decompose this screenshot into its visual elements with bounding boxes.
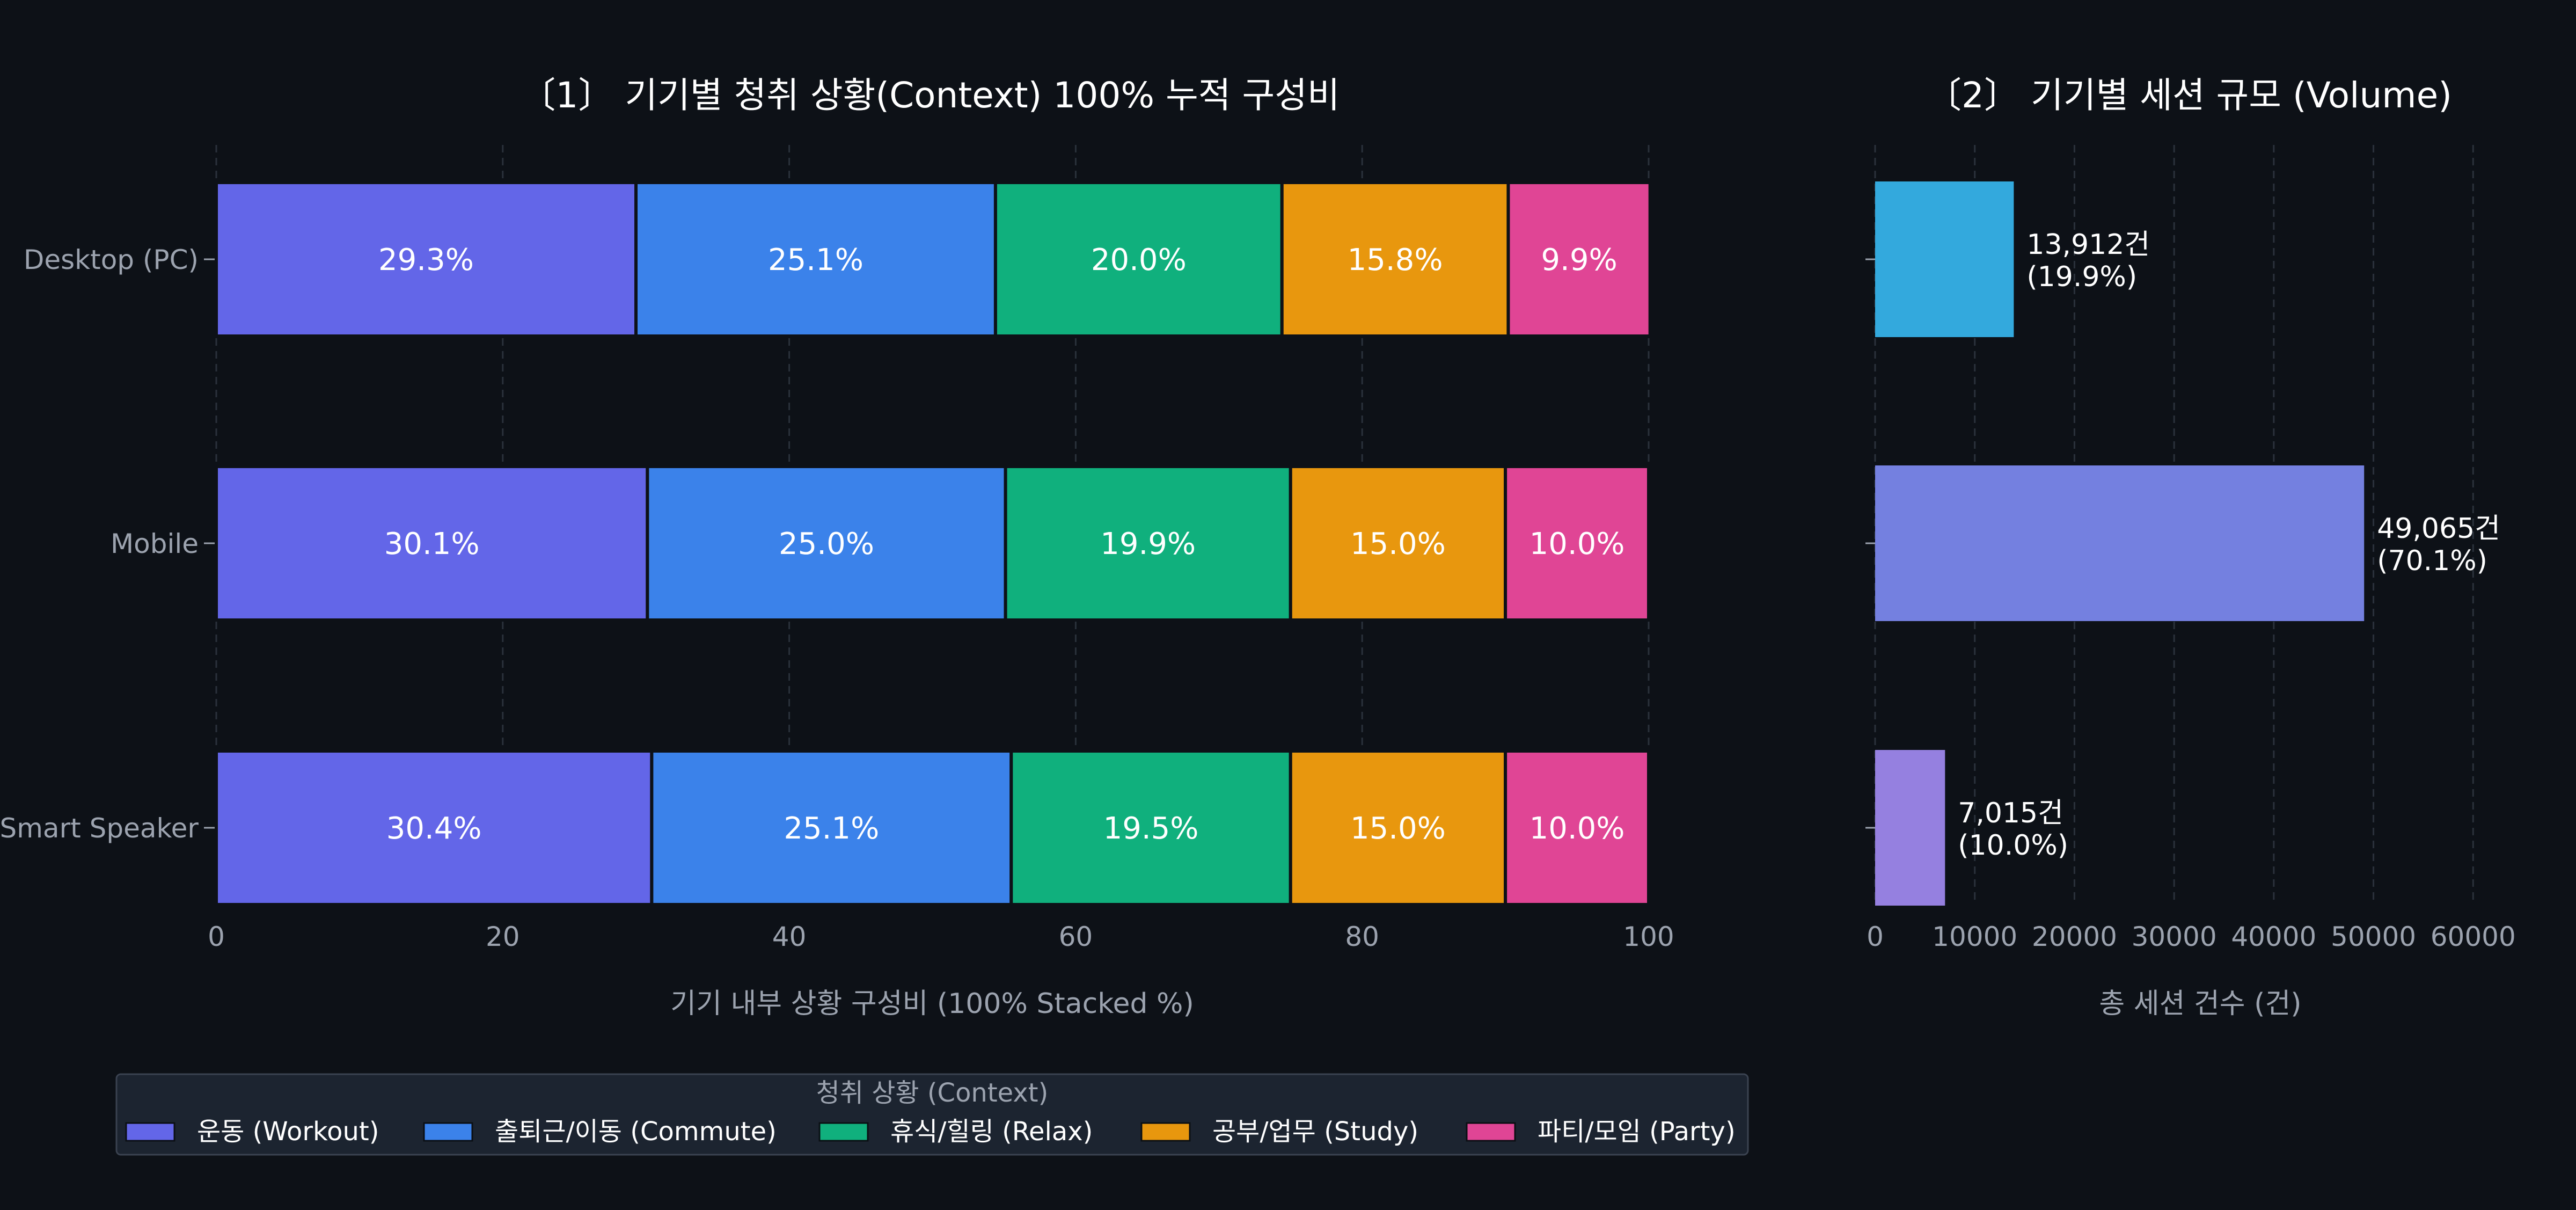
left-x-tick-label: 0 (208, 921, 225, 952)
volume-bar-share-label: (19.9%) (2026, 261, 2137, 293)
bar-segment-label: 15.0% (1350, 527, 1446, 562)
left-x-tick-label: 80 (1345, 921, 1379, 952)
bar-segment-label: 15.0% (1350, 811, 1446, 846)
bar-segment-label: 10.0% (1529, 811, 1625, 846)
bar-segment-smart-speaker-3 (1289, 749, 1507, 906)
bar-segment-smart-speaker-0 (215, 749, 654, 906)
volume-bar-desktop-pc (1875, 181, 2014, 337)
bar-segment-mobile-4 (1504, 465, 1651, 622)
bar-segment-smart-speaker-4 (1504, 749, 1651, 906)
volume-bar-count-label: 13,912건 (2026, 229, 2150, 261)
bar-segment-label: 25.1% (768, 243, 863, 278)
right-x-tick-label: 10000 (1932, 921, 2017, 952)
right-x-tick-label: 60000 (2431, 921, 2516, 952)
bar-segment-smart-speaker-2 (1009, 749, 1292, 906)
bar-segment-label: 15.8% (1348, 243, 1443, 278)
bar-segment-desktop-pc-2 (993, 181, 1284, 338)
right-x-tick-label: 50000 (2331, 921, 2416, 952)
right-x-axis-label: 총 세션 건수 (건) (2099, 988, 2301, 1020)
volume-bar-mobile (1875, 465, 2365, 621)
right-x-tick-label: 20000 (2032, 921, 2117, 952)
left-y-tick-label-smart-speaker: Smart Speaker (0, 813, 199, 844)
bar-segment-label: 30.1% (384, 527, 480, 562)
bar-segment-label: 29.3% (378, 243, 474, 278)
legend-item-label: 공부/업무 (Study) (1212, 1117, 1418, 1147)
volume-bar-share-label: (10.0%) (1958, 829, 2068, 862)
legend-item-label: 파티/모임 (Party) (1538, 1117, 1736, 1147)
legend-item-label: 운동 (Workout) (197, 1117, 379, 1147)
bar-segment-label: 25.0% (779, 527, 874, 562)
volume-bar-count-label: 7,015건 (1958, 797, 2063, 829)
left-chart-title: 〔1〕 기기별 청취 상황(Context) 100% 누적 구성비 (520, 75, 1340, 116)
bar-segment-mobile-3 (1289, 465, 1507, 622)
bar-segment-mobile-1 (646, 465, 1007, 622)
legend-swatch (1466, 1122, 1516, 1142)
bar-segment-mobile-2 (1004, 465, 1292, 622)
right-x-tick-label: 0 (1867, 921, 1884, 952)
volume-bar-smart-speaker (1875, 750, 1945, 906)
legend-swatch (423, 1122, 473, 1142)
left-x-tick-label: 100 (1623, 921, 1674, 952)
left-x-axis-label: 기기 내부 상황 구성비 (100% Stacked %) (670, 988, 1194, 1020)
volume-bar-share-label: (70.1%) (2377, 545, 2487, 577)
right-x-tick-label: 30000 (2132, 921, 2217, 952)
legend-item-label: 출퇴근/이동 (Commute) (495, 1117, 777, 1147)
bar-segment-desktop-pc-1 (634, 181, 997, 338)
legend-swatch (1140, 1122, 1191, 1142)
left-x-tick-label: 40 (772, 921, 807, 952)
legend-swatch (125, 1122, 175, 1142)
bar-segment-label: 10.0% (1529, 527, 1625, 562)
right-x-tick-label: 40000 (2231, 921, 2316, 952)
bar-segment-smart-speaker-1 (650, 749, 1013, 906)
left-y-tick-label-desktop-pc: Desktop (PC) (24, 244, 199, 275)
left-y-tick-label-mobile: Mobile (111, 528, 199, 559)
bar-segment-mobile-0 (215, 465, 649, 622)
bar-segment-desktop-pc-4 (1506, 181, 1652, 338)
bar-segment-label: 30.4% (386, 811, 482, 846)
left-x-tick-label: 60 (1059, 921, 1093, 952)
legend-title: 청취 상황 (Context) (816, 1078, 1049, 1108)
right-chart-title: 〔2〕 기기별 세션 규모 (Volume) (1926, 75, 2452, 116)
bar-segment-desktop-pc-0 (215, 181, 638, 338)
bar-segment-label: 25.1% (784, 811, 879, 846)
bar-segment-label: 9.9% (1541, 243, 1617, 278)
legend-swatch (818, 1122, 869, 1142)
legend-item-label: 휴식/힐링 (Relax) (890, 1117, 1093, 1147)
bar-segment-label: 19.5% (1103, 811, 1199, 846)
bar-segment-label: 20.0% (1091, 243, 1187, 278)
legend: 청취 상황 (Context) 운동 (Workout) 출퇴근/이동 (Commu… (115, 1073, 1749, 1156)
bar-segment-label: 19.9% (1100, 527, 1196, 562)
legend-box (115, 1073, 1749, 1156)
volume-bar-count-label: 49,065건 (2377, 513, 2500, 545)
left-x-tick-label: 20 (486, 921, 520, 952)
